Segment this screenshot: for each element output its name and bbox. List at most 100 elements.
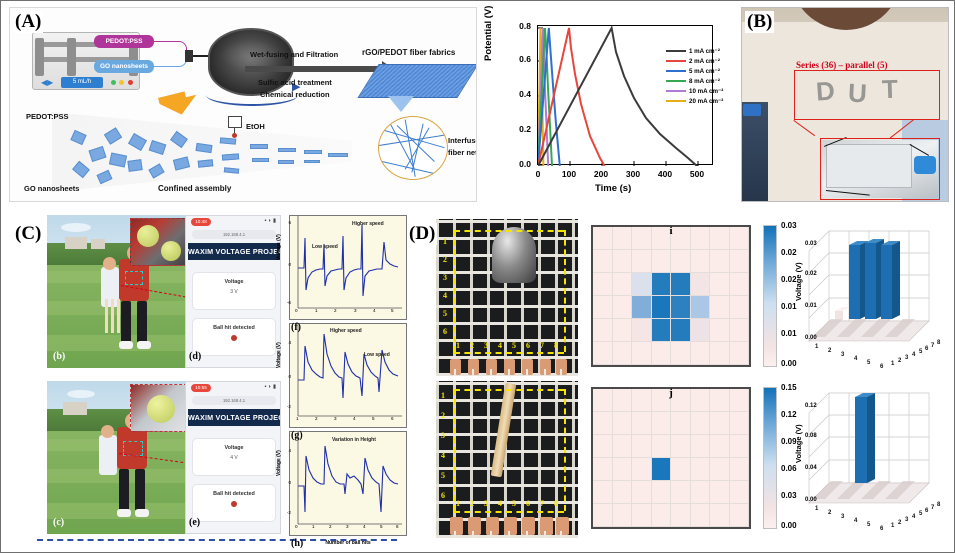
chart-h-ytick-0: 0 [288, 480, 291, 485]
colorbar-i-tick-3: 0.01 [781, 302, 797, 311]
heatmap-cell [593, 250, 613, 273]
pump-rate-display: 5 mL/h [61, 77, 103, 88]
chart-f-annotation-high: Higher speed [352, 221, 384, 227]
chart-a-xtick-2: 200 [593, 169, 609, 179]
legend-label-1: 2 mA cm⁻² [689, 57, 720, 65]
heatmap-cell [690, 435, 710, 458]
heatmap-cell [710, 458, 730, 481]
colorbar-i-tick-4: 0.01 [781, 329, 797, 338]
phone-screen-e[interactable]: 10:55 ▪ ◗ ▮ 192.168.4.1 WAXIM VOLTAGE PR… [185, 381, 281, 534]
colorbar-i-tick-0: 0.03 [781, 221, 797, 230]
phone-status-icons-e: ▪ ◗ ▮ [264, 384, 276, 390]
panel-b-caption: Series (36) – parallel (5) [796, 60, 888, 70]
chart-f-ytick-bot: -6 [286, 300, 291, 305]
shirt-letter-t: T [881, 73, 899, 105]
row-label-i-2: 2 [443, 255, 447, 264]
heatmap-cell [729, 389, 749, 412]
go-tube [153, 55, 187, 67]
heatmap-cell [710, 412, 730, 435]
legend-swatch-1 [666, 60, 686, 62]
colorbar-j-tick-4: 0.03 [781, 491, 797, 500]
voltage-card-value-e: 4 V [230, 455, 238, 461]
heatmap-cell [651, 412, 671, 435]
signal-chart-h: Voltage (V) Variation in Height 4 0 -2 0… [276, 431, 407, 546]
col-label-i-1: 1 [456, 341, 460, 350]
svg-text:5: 5 [867, 360, 871, 366]
heatmap-cell [593, 273, 613, 296]
background-object-left [742, 102, 768, 201]
product-label: rGO/PEDOT fiber fabrics [362, 48, 456, 57]
heatmap-cell [612, 504, 632, 527]
col-label-j-8: 8 [554, 499, 558, 508]
heatmap-cell [690, 227, 710, 250]
panel-a-schematic: 5 mL/h ◀▶ PEDOT:PSS GO nanosheets ▶ Wet-… [9, 7, 477, 202]
sublabel-h: (h) [291, 538, 304, 549]
bar3d-i-graphics: 123 456 123 456 78 [808, 230, 941, 370]
heatmap-cell [729, 435, 749, 458]
heatmap-cell [690, 319, 710, 342]
process-arrow [245, 61, 394, 77]
chart-f-trace [297, 216, 402, 309]
svg-text:4: 4 [912, 514, 916, 520]
svg-text:1: 1 [815, 344, 819, 350]
colorbar-j-tick-3: 0.06 [781, 464, 797, 473]
svg-text:5: 5 [919, 511, 923, 517]
phone-screen-d[interactable]: 10:48 ▪ ◗ ▮ 192.168.4.1 WAXIM VOLTAGE PR… [185, 215, 281, 368]
heatmap-j [591, 387, 751, 529]
svg-text:6: 6 [880, 526, 884, 530]
colorbar-i-tick-1: 0.02 [781, 248, 797, 257]
chart-a-ytick-3: 0.6 [519, 54, 531, 64]
signal-chart-f: Voltage (V) Higher speed Low speed 6 0 -… [276, 215, 407, 330]
heatmap-cell [671, 250, 691, 273]
chart-a-xtick-4: 400 [657, 169, 673, 179]
col-label-j-2: 2 [470, 499, 474, 508]
orange-flow-arrow [158, 89, 200, 120]
heatmap-cell [729, 412, 749, 435]
heatmap-cell [651, 458, 671, 481]
heatmap-cell [729, 296, 749, 319]
chart-g-annotation-low: Low speed [364, 352, 390, 358]
chart-a-ytick-2: 0.4 [519, 89, 531, 99]
ballhit-indicator-e [231, 501, 237, 507]
chart-g-ytick-4: 4 [288, 340, 291, 345]
panel-c-group: (b) (c) [9, 209, 407, 549]
heatmap-cell [690, 458, 710, 481]
heatmap-cell [671, 342, 691, 365]
colorbar-i-tick-2: 0.02 [781, 275, 797, 284]
phone-url-bar-d[interactable]: 192.168.4.1 [192, 230, 276, 239]
heatmap-cell [651, 435, 671, 458]
panel-c-dashed-divider [37, 539, 397, 541]
sensor-highlight-b [125, 271, 143, 285]
metal-weight-object [492, 227, 536, 283]
svg-text:6: 6 [880, 364, 884, 368]
bar3d-chart-i: Voltage (V) 0.00 0.01 0.02 0.03 [794, 223, 953, 370]
chart-a-ytick-1: 0.2 [519, 124, 531, 134]
heatmap-cell [671, 319, 691, 342]
heatmap-cell [710, 389, 730, 412]
heatmap-cell [671, 481, 691, 504]
inset-closeup-b [130, 218, 192, 266]
bar3d-i-ztick-2: 0.02 [805, 271, 817, 277]
chart-h-ytick-neg: -2 [286, 510, 291, 515]
heatmap-cell [632, 342, 652, 365]
bar3d-i-ztick-0: 0.00 [805, 335, 817, 341]
heatmap-cell [690, 481, 710, 504]
chart-g-xtick-5: 6 [391, 416, 394, 421]
svg-text:8: 8 [937, 502, 941, 508]
heatmap-cell [671, 296, 691, 319]
svg-text:4: 4 [854, 356, 858, 362]
heatmap-cell [690, 504, 710, 527]
chart-a-ytick-4: 0.8 [519, 21, 531, 31]
legend-label-0: 1 mA cm⁻² [689, 47, 720, 55]
chart-h-xtick-2: 2 [329, 524, 332, 529]
heatmap-cell [612, 319, 632, 342]
rotation-arc [206, 84, 298, 106]
chart-a-xtick-0: 0 [535, 169, 541, 179]
chart-a-xlabel: Time (s) [595, 183, 632, 194]
col-label-j-5: 5 [512, 499, 516, 508]
chart-h-xtick-1: 1 [312, 524, 315, 529]
sublabel-c: (c) [53, 517, 65, 528]
heatmap-cell [671, 389, 691, 412]
phone-url-bar-e[interactable]: 192.168.4.1 [192, 396, 276, 405]
fiber-jet-line [193, 55, 211, 57]
